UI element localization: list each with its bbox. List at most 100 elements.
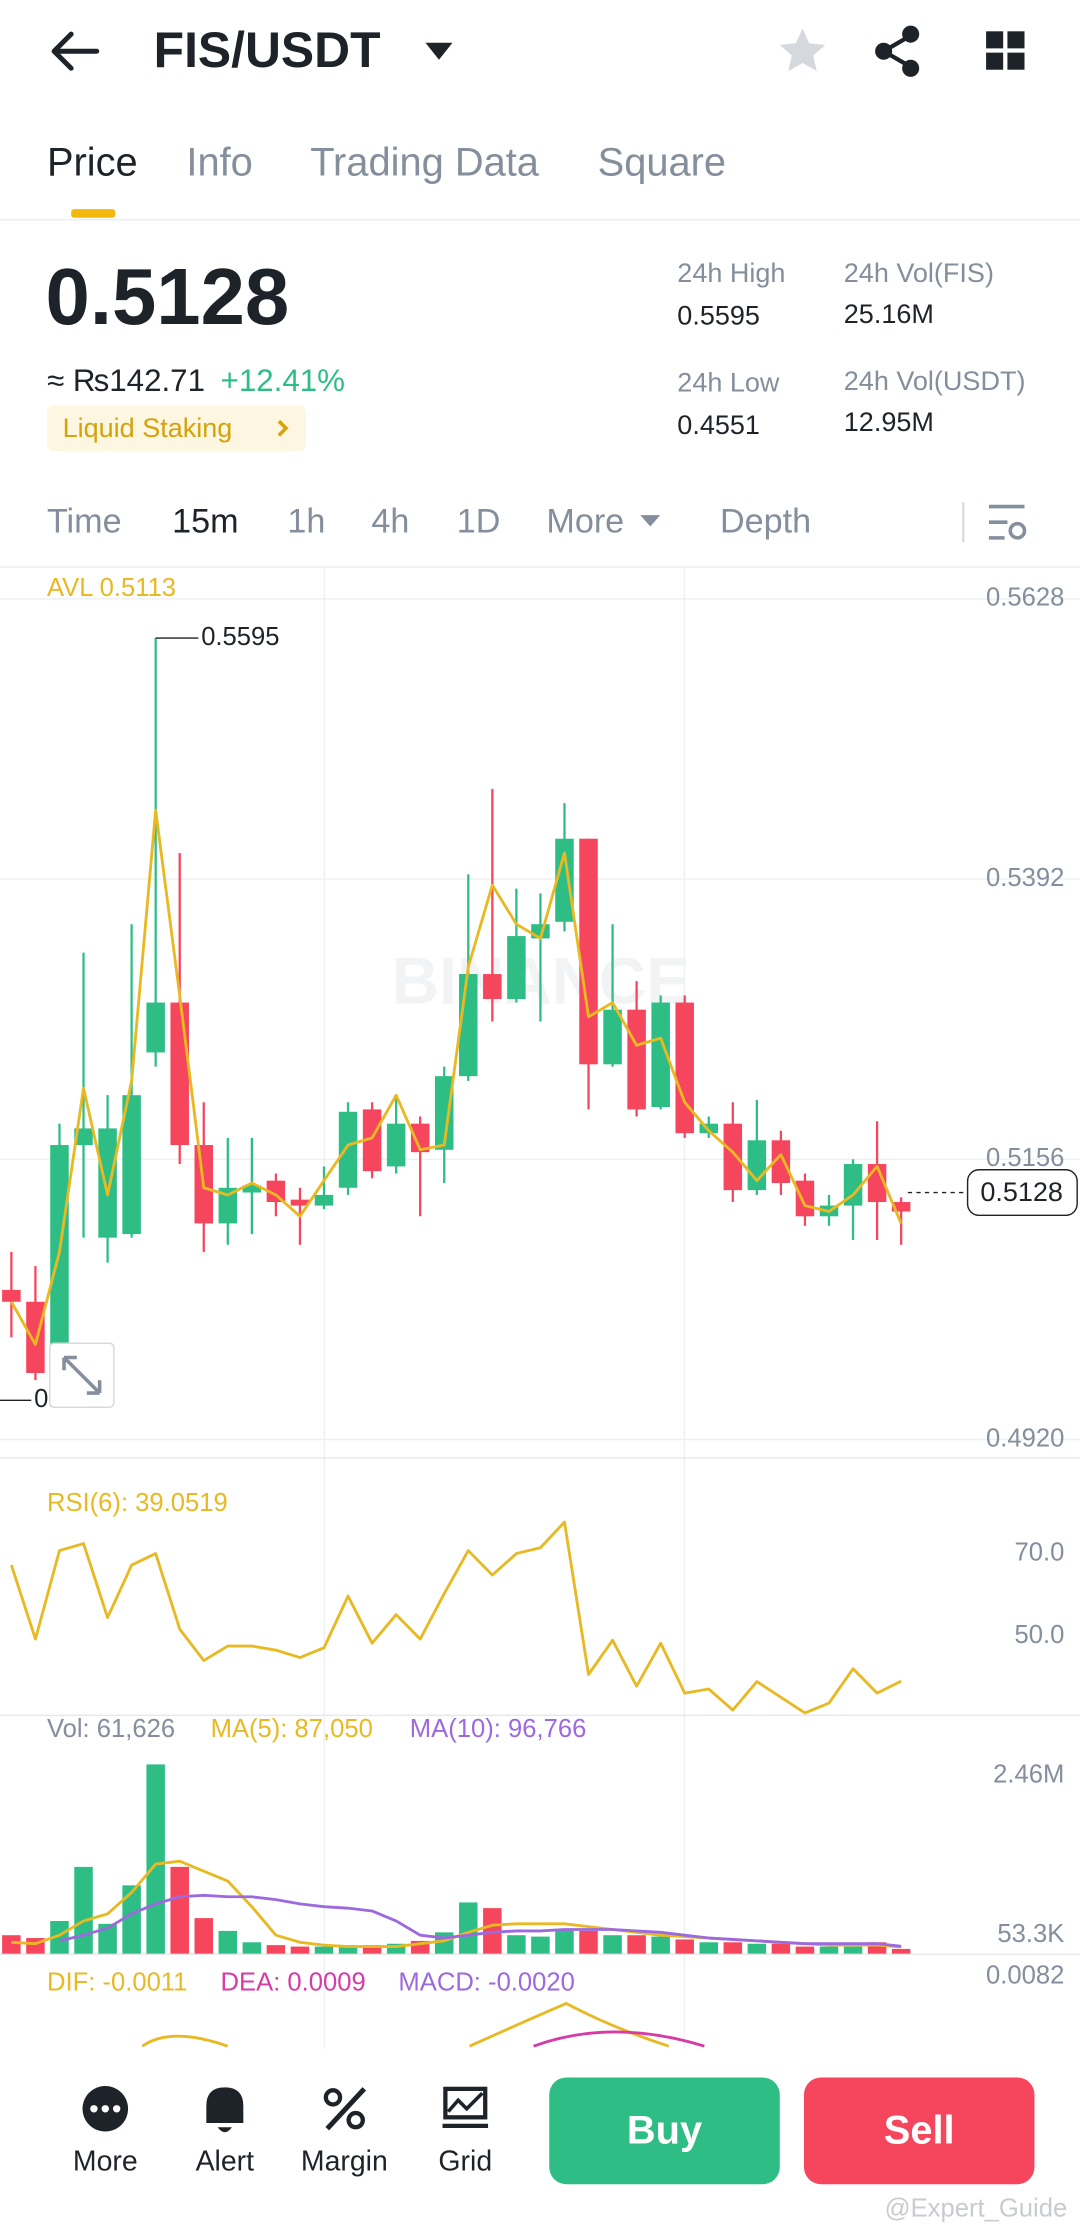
volume-bar [338, 1945, 358, 1954]
chart-settings-icon[interactable] [988, 504, 1027, 540]
volume-bar [507, 1935, 526, 1954]
buy-button[interactable] [549, 2077, 780, 2185]
stat-value: 0.5595 [677, 300, 760, 330]
volume-bar [531, 1936, 550, 1954]
legend-label: DIF: -0.0011 [47, 1968, 187, 1996]
volume-bar [819, 1946, 839, 1954]
volume-bar [50, 1920, 69, 1954]
candle-body [2, 1289, 21, 1302]
volume-bar [386, 1943, 406, 1954]
candle-body [410, 1123, 430, 1153]
volume-bar [146, 1764, 165, 1954]
favorite-icon[interactable] [779, 28, 826, 72]
last-price-box [966, 1169, 1078, 1217]
volume-bar [98, 1923, 117, 1954]
interval-dropdown[interactable] [640, 515, 661, 527]
alert-icon[interactable] [206, 2087, 244, 2133]
tab[interactable]: Trading Data [310, 141, 540, 185]
last-price: 0.5128 [46, 252, 290, 341]
candle-body [603, 1009, 622, 1065]
more-icon[interactable] [82, 2086, 129, 2132]
grid-icon[interactable] [442, 2086, 489, 2128]
volume-bar [675, 1939, 694, 1954]
candle-body [338, 1111, 358, 1188]
layout-icon[interactable] [986, 31, 1025, 70]
nav-label[interactable]: Grid [438, 2145, 492, 2177]
tag-text[interactable]: Liquid Staking [63, 413, 233, 443]
high-label: 0.5595 [201, 623, 279, 651]
candle-body [122, 1095, 141, 1235]
volume-bar [867, 1942, 887, 1954]
y-tick-label: 2.46M [993, 1761, 1064, 1789]
volume-bar [603, 1935, 622, 1954]
candle-body [434, 1076, 454, 1150]
legend-label: Vol: 61,626 [47, 1715, 175, 1743]
nav-label[interactable]: More [73, 2145, 138, 2177]
candle-body [362, 1109, 382, 1172]
candle-body [795, 1180, 815, 1217]
price-change: +12.41% [221, 363, 345, 398]
candle-body [98, 1128, 117, 1238]
volume-bar [242, 1942, 262, 1954]
tab-indicator [71, 209, 116, 218]
nav-label[interactable]: Alert [196, 2145, 255, 2177]
nav-label[interactable]: Margin [301, 2145, 388, 2177]
margin-icon[interactable] [323, 2087, 367, 2131]
candle-body [723, 1123, 743, 1191]
price-line [10, 808, 903, 1346]
interval[interactable]: 1D [457, 503, 501, 541]
volume-bar [170, 1866, 189, 1954]
volume-bar [627, 1935, 646, 1954]
buy-label[interactable]: Buy [627, 2108, 702, 2152]
candle-body [290, 1199, 310, 1206]
legend-label: AVL 0.5113 [47, 574, 176, 602]
back-button[interactable] [51, 31, 100, 71]
candle-body [699, 1123, 719, 1134]
tab[interactable]: Info [186, 141, 252, 185]
volume-bar [122, 1885, 141, 1954]
y-tick-label: 0.4920 [986, 1424, 1064, 1452]
y-tick-label: 0.5392 [986, 864, 1064, 892]
candle-body [555, 838, 574, 922]
candle-body [314, 1194, 334, 1206]
share-icon[interactable] [875, 25, 920, 77]
volume-bar [314, 1946, 334, 1954]
volume-bar [362, 1945, 382, 1954]
stat-value: 12.95M [844, 407, 934, 437]
volume-bar [194, 1918, 214, 1954]
tag-background[interactable] [46, 405, 306, 452]
volume-bar [579, 1930, 598, 1954]
interval[interactable]: 1h [287, 503, 325, 541]
interval[interactable]: Depth [720, 503, 811, 541]
volume-bar [218, 1930, 238, 1954]
last-price-label: 0.5128 [980, 1177, 1063, 1207]
candle-body [50, 1145, 69, 1374]
volume-bar [555, 1929, 574, 1954]
legend-label: DEA: 0.0009 [221, 1968, 366, 1996]
stat-label: 24h Vol(FIS) [844, 258, 994, 288]
candle-body [843, 1164, 863, 1206]
interval[interactable]: 4h [371, 503, 409, 541]
volume-bar [459, 1902, 478, 1954]
stat-label: 24h Low [677, 367, 780, 397]
y-tick-label: 0.5628 [986, 584, 1064, 612]
y-tick-label: 0.5156 [986, 1144, 1064, 1172]
interval[interactable]: More [546, 503, 624, 541]
tab[interactable]: Square [598, 141, 726, 185]
volume-bar [74, 1866, 93, 1954]
interval[interactable]: 15m [172, 503, 238, 541]
pair-dropdown[interactable] [425, 42, 453, 60]
candle-body [627, 1009, 646, 1110]
stat-value: 25.16M [844, 299, 934, 329]
tag-chevron [277, 419, 289, 437]
sell-label[interactable]: Sell [884, 2108, 955, 2152]
sell-button[interactable] [803, 2077, 1035, 2185]
interval[interactable]: Time [47, 503, 122, 541]
volume-bar [483, 1908, 502, 1954]
tab[interactable]: Price [47, 141, 138, 185]
candle-body [747, 1140, 767, 1191]
pair-title[interactable]: FIS/USDT [154, 22, 381, 78]
candle-body [579, 838, 598, 1065]
